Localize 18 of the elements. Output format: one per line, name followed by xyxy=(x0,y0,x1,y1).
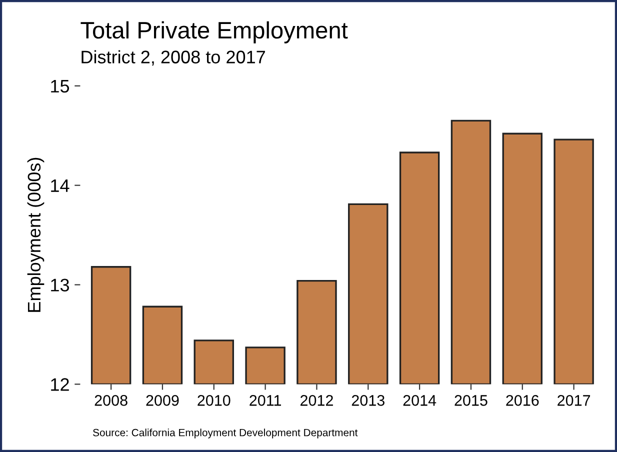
y-axis-title: Employment (000s) xyxy=(27,158,44,312)
source-note: Source: California Employment Development Department xyxy=(93,428,358,438)
y-tick-label: 14 xyxy=(51,179,70,192)
x-tick-label: 2014 xyxy=(403,395,436,406)
x-tick-label: 2009 xyxy=(146,395,179,406)
chart-title: Total Private Employment xyxy=(80,21,348,44)
x-tick-label: 2013 xyxy=(352,395,384,406)
y-tick-label: 15 xyxy=(51,80,70,93)
x-tick-label: 2015 xyxy=(454,395,488,406)
x-tick-label: 2012 xyxy=(300,395,333,406)
y-tick-label: 13 xyxy=(51,278,69,292)
x-tick-label: 2010 xyxy=(198,395,230,406)
x-tick-label: 2011 xyxy=(250,395,281,406)
x-tick-label: 2017 xyxy=(558,395,590,406)
x-tick-label: 2016 xyxy=(506,395,539,406)
chart-subtitle: District 2, 2008 to 2017 xyxy=(82,50,265,66)
x-tick-label: 2008 xyxy=(94,395,128,406)
y-tick-label: 12 xyxy=(51,378,69,391)
